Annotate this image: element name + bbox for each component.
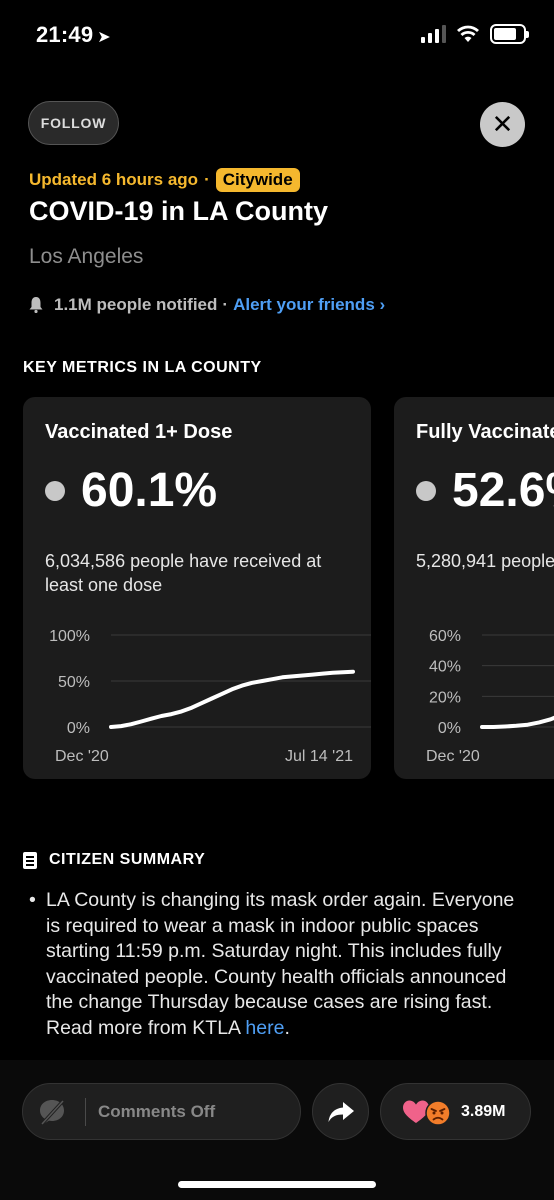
summary-text-wrap: LA County is changing its mask order aga…: [46, 888, 529, 1041]
bell-icon: [29, 297, 43, 313]
x-tick-label: Dec '20: [426, 748, 480, 765]
card-description: 6,034,586 people have received at least …: [45, 551, 322, 595]
location-label: Los Angeles: [29, 245, 144, 268]
metric-card-fully-vaccinated[interactable]: Fully Vaccinated 52.6% 5,280,941 people …: [394, 397, 554, 779]
y-tick-label: 40%: [429, 659, 461, 676]
key-metrics-title: KEY METRICS IN LA COUNTY: [23, 359, 262, 376]
wifi-icon: [457, 25, 479, 42]
update-info: Updated 6 hours ago · Citywide: [29, 168, 300, 192]
summary-end: .: [284, 1016, 290, 1039]
comments-off-icon: [37, 1097, 67, 1127]
summary-header: CITIZEN SUMMARY: [23, 851, 205, 869]
x-tick-label: Jul 14 '21: [285, 748, 353, 765]
alert-friends-link[interactable]: Alert your friends ›: [233, 295, 386, 314]
status-icons: [421, 24, 529, 44]
y-tick-label: 0%: [438, 720, 461, 737]
close-icon[interactable]: ✕: [480, 102, 525, 147]
line-chart: 60% 40% 20% 0% Dec '20: [426, 628, 554, 765]
comments-label: Comments Off: [98, 1101, 216, 1121]
card-value-row: 52.6%: [416, 463, 554, 518]
summary-body: • LA County is changing its mask order a…: [29, 888, 529, 1041]
summary-title: CITIZEN SUMMARY: [49, 851, 206, 868]
y-tick-label: 100%: [49, 628, 90, 645]
y-tick-label: 60%: [429, 628, 461, 645]
updated-time: Updated 6 hours ago: [29, 170, 199, 189]
card-description: 5,280,941 people fully vaccinated: [416, 551, 554, 571]
page-title: COVID-19 in LA County: [29, 196, 329, 226]
card-value: 60.1%: [81, 464, 218, 517]
bullet: •: [29, 889, 36, 911]
summary-text: LA County is changing its mask order aga…: [46, 889, 515, 1039]
series-line: [480, 715, 554, 729]
comments-button[interactable]: Comments Off: [22, 1083, 301, 1140]
heart-icon: [403, 1100, 429, 1123]
reactions-button[interactable]: 3.89M: [380, 1083, 531, 1140]
notified-count: 1.1M people notified: [54, 295, 218, 314]
scope-badge: Citywide: [215, 168, 300, 192]
status-dot-icon: [416, 480, 436, 501]
share-arrow-icon: [328, 1101, 354, 1122]
y-tick-label: 20%: [429, 689, 461, 706]
battery-icon: [490, 24, 529, 44]
separator-dot: ·: [204, 170, 210, 189]
y-tick-label: 50%: [58, 674, 90, 691]
location-arrow-icon: ➤: [97, 29, 111, 46]
x-tick-label: Dec '20: [55, 748, 109, 765]
angry-face-icon: [425, 1099, 451, 1126]
card-title: Fully Vaccinated: [416, 421, 554, 443]
reactions-icons: [401, 1097, 453, 1127]
reaction-count: 3.89M: [461, 1102, 506, 1120]
divider: [85, 1097, 86, 1126]
document-icon: [23, 851, 37, 869]
card-title: Vaccinated 1+ Dose: [45, 421, 233, 443]
metric-card-vaccinated-one-dose[interactable]: Vaccinated 1+ Dose 60.1% 6,034,586 peopl…: [23, 397, 371, 779]
ktla-link[interactable]: here: [245, 1016, 285, 1039]
status-time: 21:49 ➤: [36, 22, 111, 48]
share-button[interactable]: [312, 1083, 369, 1140]
status-dot-icon: [45, 480, 65, 501]
status-bar: 21:49 ➤: [0, 0, 554, 70]
card-value: 52.6%: [452, 464, 554, 517]
series-line: [109, 669, 355, 729]
notified-row: 1.1M people notified · Alert your friend…: [29, 295, 385, 315]
card-value-row: 60.1%: [45, 463, 217, 518]
cellular-signal-icon: [421, 25, 446, 43]
y-tick-label: 0%: [67, 720, 90, 737]
clock-text: 21:49: [36, 22, 94, 47]
separator-dot: ·: [222, 295, 229, 314]
follow-button[interactable]: FOLLOW: [28, 101, 119, 145]
home-indicator: [178, 1181, 376, 1188]
line-chart: 100% 50% 0% Dec '20 Jul 14 '21: [49, 628, 371, 765]
